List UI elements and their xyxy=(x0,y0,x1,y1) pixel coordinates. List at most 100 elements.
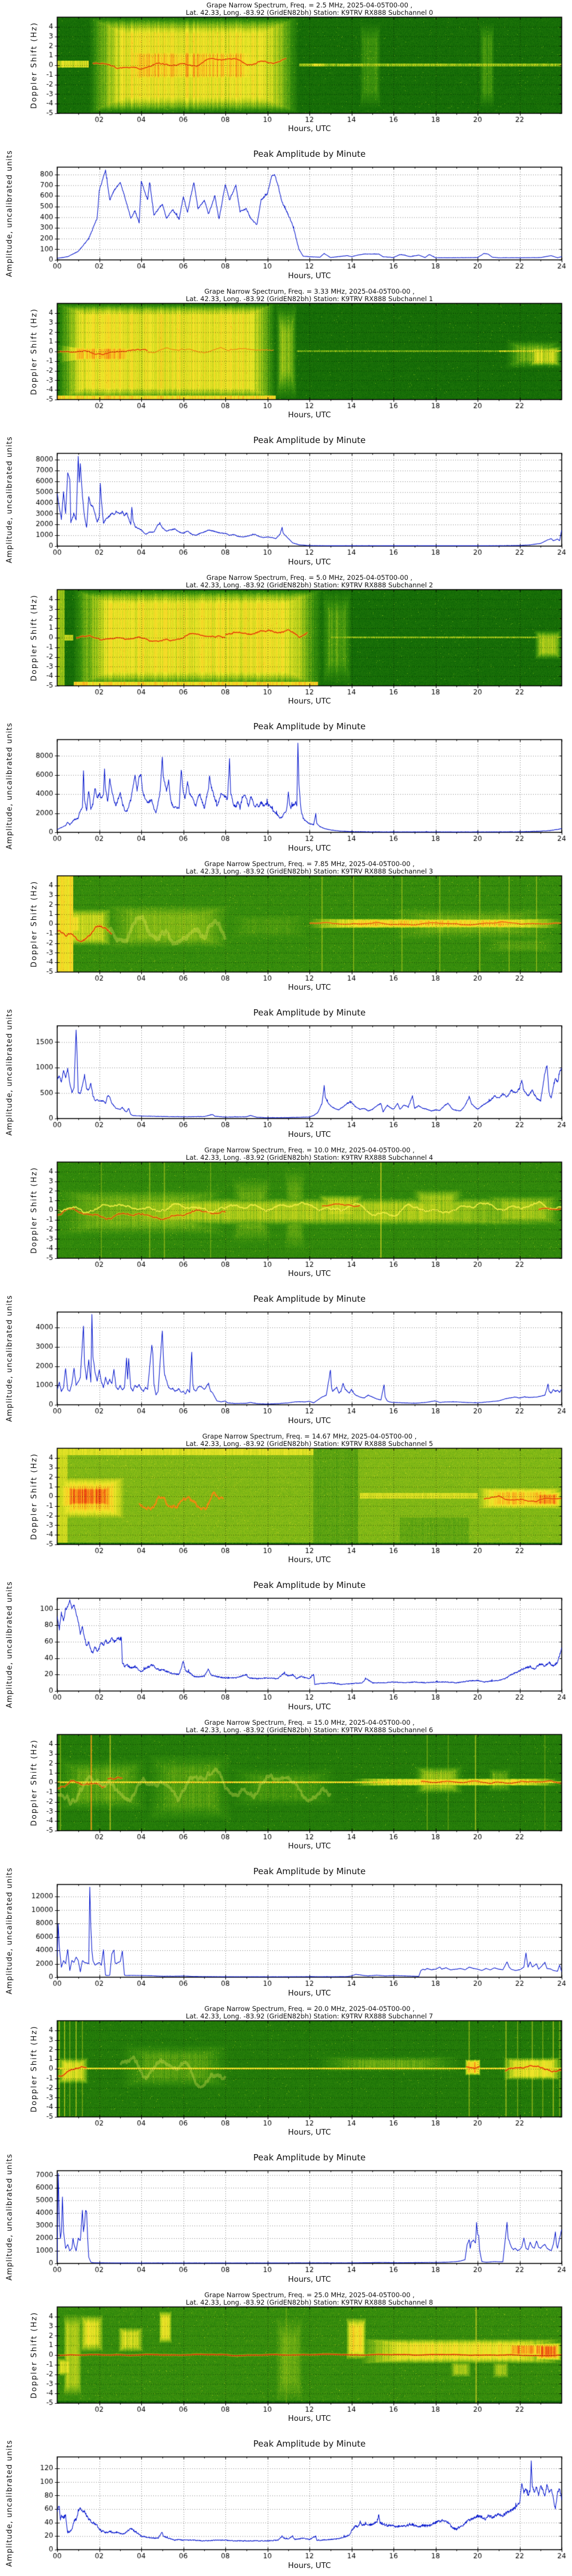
figure-title-line1: Grape Narrow Spectrum, Freq. = 14.67 MHz… xyxy=(202,1432,417,1440)
line-chart-canvas xyxy=(0,1860,572,2004)
x-axis-label: Hours, UTC xyxy=(288,1842,331,1851)
line-chart-canvas xyxy=(0,1574,572,1717)
figure-title-line1: Grape Narrow Spectrum, Freq. = 20.0 MHz,… xyxy=(204,2005,415,2013)
x-axis-label: Hours, UTC xyxy=(288,2128,331,2137)
y-axis-label: Amplitude, uncalibrated units xyxy=(5,436,14,563)
spectrogram-canvas xyxy=(0,1717,572,1860)
x-axis-label: Hours, UTC xyxy=(288,697,331,706)
y-axis-label: Doppler Shift (Hz) xyxy=(30,2025,39,2112)
figure-title: Peak Amplitude by Minute xyxy=(253,2152,366,2163)
x-axis-label: Hours, UTC xyxy=(288,1989,331,1998)
figure-title-line1: Grape Narrow Spectrum, Freq. = 7.85 MHz,… xyxy=(204,860,415,868)
amplitude-figure-subchannel-4: Peak Amplitude by Minute Amplitude, unca… xyxy=(0,1288,572,1431)
figure-title-line2: Lat. 42.33, Long. -83.92 (GridEN82bh) St… xyxy=(185,1153,434,1161)
spectrogram-canvas xyxy=(0,2290,572,2433)
spectrogram-figure-subchannel-8: Grape Narrow Spectrum, Freq. = 25.0 MHz,… xyxy=(0,2290,572,2433)
spectrogram-canvas xyxy=(0,286,572,429)
y-axis-label: Amplitude, uncalibrated units xyxy=(5,150,14,277)
line-chart-canvas xyxy=(0,716,572,859)
figure-title-line2: Lat. 42.33, Long. -83.92 (GridEN82bh) St… xyxy=(185,2298,434,2306)
figure-title-line1: Grape Narrow Spectrum, Freq. = 25.0 MHz,… xyxy=(204,2291,415,2299)
y-axis-label: Doppler Shift (Hz) xyxy=(30,1167,39,1254)
spectrogram-canvas xyxy=(0,859,572,1002)
figure-title: Grape Narrow Spectrum, Freq. = 7.85 MHz,… xyxy=(57,860,562,875)
y-axis-label: Amplitude, uncalibrated units xyxy=(5,1295,14,1422)
x-axis-label: Hours, UTC xyxy=(288,124,331,133)
spectrogram-canvas xyxy=(0,0,572,143)
y-axis-label: Amplitude, uncalibrated units xyxy=(5,2440,14,2567)
spectrogram-figure-subchannel-0: Grape Narrow Spectrum, Freq. = 2.5 MHz, … xyxy=(0,0,572,143)
x-axis-label: Hours, UTC xyxy=(288,271,331,280)
amplitude-figure-subchannel-0: Peak Amplitude by Minute Amplitude, unca… xyxy=(0,143,572,286)
y-axis-label: Doppler Shift (Hz) xyxy=(30,880,39,967)
spectrogram-figure-subchannel-3: Grape Narrow Spectrum, Freq. = 7.85 MHz,… xyxy=(0,859,572,1002)
y-axis-label: Doppler Shift (Hz) xyxy=(30,1453,39,1540)
figure-title: Grape Narrow Spectrum, Freq. = 5.0 MHz, … xyxy=(57,574,562,589)
y-axis-label: Amplitude, uncalibrated units xyxy=(5,1867,14,1994)
spectrogram-canvas xyxy=(0,2004,572,2147)
line-chart-canvas xyxy=(0,2147,572,2290)
figure-title: Grape Narrow Spectrum, Freq. = 25.0 MHz,… xyxy=(57,2291,562,2306)
figure-title: Peak Amplitude by Minute xyxy=(253,1294,366,1304)
figure-title: Peak Amplitude by Minute xyxy=(253,1008,366,1018)
figure-title-line1: Grape Narrow Spectrum, Freq. = 2.5 MHz, … xyxy=(206,1,413,9)
spectrogram-figure-subchannel-2: Grape Narrow Spectrum, Freq. = 5.0 MHz, … xyxy=(0,572,572,716)
spectrogram-canvas xyxy=(0,1431,572,1574)
x-axis-label: Hours, UTC xyxy=(288,410,331,420)
figure-title-line2: Lat. 42.33, Long. -83.92 (GridEN82bh) St… xyxy=(185,867,434,875)
spectrogram-canvas xyxy=(0,572,572,716)
figure-title: Peak Amplitude by Minute xyxy=(253,149,366,159)
amplitude-figure-subchannel-6: Peak Amplitude by Minute Amplitude, unca… xyxy=(0,1860,572,2004)
figure-title: Peak Amplitude by Minute xyxy=(253,435,366,445)
figure-title-line2: Lat. 42.33, Long. -83.92 (GridEN82bh) St… xyxy=(185,2012,434,2020)
x-axis-label: Hours, UTC xyxy=(288,844,331,853)
line-chart-canvas xyxy=(0,143,572,286)
x-axis-label: Hours, UTC xyxy=(288,1416,331,1425)
x-axis-label: Hours, UTC xyxy=(288,1702,331,1712)
amplitude-figure-subchannel-2: Peak Amplitude by Minute Amplitude, unca… xyxy=(0,716,572,859)
amplitude-figure-subchannel-5: Peak Amplitude by Minute Amplitude, unca… xyxy=(0,1574,572,1717)
y-axis-label: Amplitude, uncalibrated units xyxy=(5,722,14,850)
figure-title: Peak Amplitude by Minute xyxy=(253,721,366,732)
x-axis-label: Hours, UTC xyxy=(288,983,331,992)
y-axis-label: Amplitude, uncalibrated units xyxy=(5,2154,14,2281)
line-chart-canvas xyxy=(0,1288,572,1431)
spectrogram-figure-subchannel-6: Grape Narrow Spectrum, Freq. = 15.0 MHz,… xyxy=(0,1717,572,1860)
x-axis-label: Hours, UTC xyxy=(288,2275,331,2284)
y-axis-label: Doppler Shift (Hz) xyxy=(30,2312,39,2399)
figure-title-line2: Lat. 42.33, Long. -83.92 (GridEN82bh) St… xyxy=(185,1440,434,1448)
figure-title-line2: Lat. 42.33, Long. -83.92 (GridEN82bh) St… xyxy=(185,581,434,589)
figure-title: Grape Narrow Spectrum, Freq. = 14.67 MHz… xyxy=(57,1433,562,1448)
figure-title: Peak Amplitude by Minute xyxy=(253,1866,366,1876)
figure-title-line1: Grape Narrow Spectrum, Freq. = 3.33 MHz,… xyxy=(204,287,415,295)
spectrogram-figure-subchannel-1: Grape Narrow Spectrum, Freq. = 3.33 MHz,… xyxy=(0,286,572,429)
spectrogram-canvas xyxy=(0,1145,572,1288)
y-axis-label: Amplitude, uncalibrated units xyxy=(5,1581,14,1708)
x-axis-label: Hours, UTC xyxy=(288,558,331,567)
y-axis-label: Doppler Shift (Hz) xyxy=(30,1739,39,1826)
figure-title: Peak Amplitude by Minute xyxy=(253,2439,366,2449)
amplitude-figure-subchannel-7: Peak Amplitude by Minute Amplitude, unca… xyxy=(0,2147,572,2290)
line-chart-canvas xyxy=(0,2433,572,2576)
x-axis-label: Hours, UTC xyxy=(288,2414,331,2423)
spectrogram-figure-subchannel-7: Grape Narrow Spectrum, Freq. = 20.0 MHz,… xyxy=(0,2004,572,2147)
figure-title-line2: Lat. 42.33, Long. -83.92 (GridEN82bh) St… xyxy=(185,1726,434,1734)
x-axis-label: Hours, UTC xyxy=(288,1130,331,1139)
y-axis-label: Doppler Shift (Hz) xyxy=(30,308,39,395)
line-chart-canvas xyxy=(0,429,572,572)
y-axis-label: Amplitude, uncalibrated units xyxy=(5,1009,14,1136)
figure-title: Grape Narrow Spectrum, Freq. = 10.0 MHz,… xyxy=(57,1147,562,1161)
figure-title: Grape Narrow Spectrum, Freq. = 20.0 MHz,… xyxy=(57,2005,562,2020)
amplitude-figure-subchannel-8: Peak Amplitude by Minute Amplitude, unca… xyxy=(0,2433,572,2576)
figure-title-line1: Grape Narrow Spectrum, Freq. = 5.0 MHz, … xyxy=(206,574,413,582)
line-chart-canvas xyxy=(0,1002,572,1145)
x-axis-label: Hours, UTC xyxy=(288,2561,331,2570)
figure-title: Grape Narrow Spectrum, Freq. = 2.5 MHz, … xyxy=(57,2,562,17)
amplitude-figure-subchannel-1: Peak Amplitude by Minute Amplitude, unca… xyxy=(0,429,572,572)
spectrogram-figure-subchannel-5: Grape Narrow Spectrum, Freq. = 14.67 MHz… xyxy=(0,1431,572,1574)
amplitude-figure-subchannel-3: Peak Amplitude by Minute Amplitude, unca… xyxy=(0,1002,572,1145)
x-axis-label: Hours, UTC xyxy=(288,1555,331,1564)
figure-title-line1: Grape Narrow Spectrum, Freq. = 10.0 MHz,… xyxy=(204,1146,415,1154)
spectrogram-figure-subchannel-4: Grape Narrow Spectrum, Freq. = 10.0 MHz,… xyxy=(0,1145,572,1288)
